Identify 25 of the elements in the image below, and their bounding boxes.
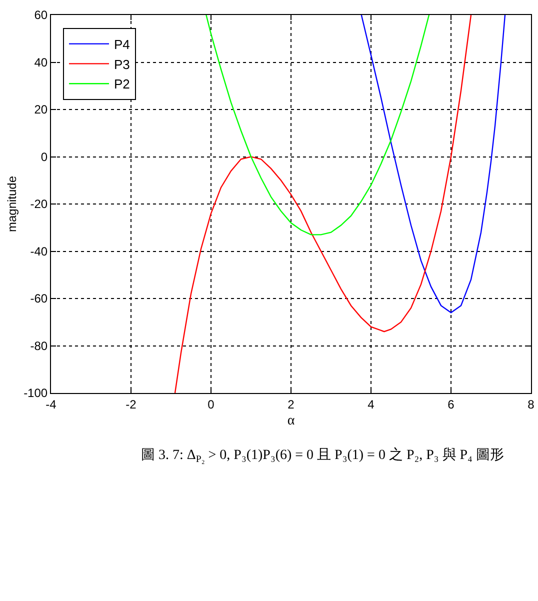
- x-tick-label: 0: [208, 397, 215, 412]
- line-series: [360, 15, 506, 314]
- y-tick-label: 0: [40, 150, 48, 164]
- line-series: [174, 15, 472, 393]
- y-tick-label: -20: [30, 197, 48, 212]
- caption: 圖 3. 7: Δ$_{P₂}$ > 0, P₃(1)P₃(6) = 0 且 P₃(1) = 0 之 P₂, P₃ 與 P₄ 圖形: [141, 447, 504, 465]
- x-tick-label: 6: [448, 397, 455, 412]
- line-series: [206, 15, 430, 236]
- y-axis-title: magnitude: [4, 176, 19, 232]
- legend-label: P4: [114, 36, 130, 52]
- y-tick-label: -40: [30, 244, 48, 258]
- y-tick-label: 60: [34, 8, 48, 22]
- x-tick-label: 8: [528, 397, 535, 412]
- x-tick-label: 4: [368, 397, 375, 412]
- legend-label: P3: [114, 56, 130, 72]
- x-axis-title: α: [287, 414, 296, 429]
- y-tick-label: 20: [34, 102, 48, 117]
- y-tick-label: 40: [34, 55, 48, 70]
- y-tick-label: -100: [24, 386, 48, 400]
- y-tick-label: -60: [30, 292, 48, 306]
- x-tick-label: -2: [126, 397, 137, 412]
- y-tick-label: -80: [30, 338, 48, 353]
- legend-label: P2: [114, 76, 130, 92]
- x-tick-label: -4: [46, 397, 57, 412]
- x-tick-label: 2: [288, 397, 295, 412]
